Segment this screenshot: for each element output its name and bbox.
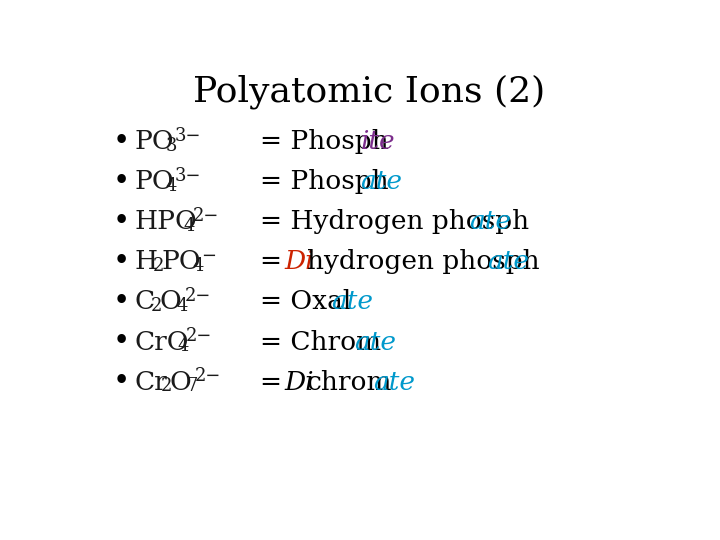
Text: •: • <box>112 368 130 396</box>
Text: 2−: 2− <box>186 327 212 345</box>
Text: •: • <box>112 168 130 196</box>
Text: ate: ate <box>469 210 511 234</box>
Text: PO: PO <box>162 249 202 274</box>
Text: Cr: Cr <box>135 369 168 395</box>
Text: •: • <box>112 288 130 316</box>
Text: HPO: HPO <box>135 210 198 234</box>
Text: =: = <box>261 369 291 395</box>
Text: PO: PO <box>135 129 174 154</box>
Text: ate: ate <box>360 170 402 194</box>
Text: •: • <box>112 248 130 276</box>
Text: ate: ate <box>354 329 397 354</box>
Text: = Hydrogen phosph: = Hydrogen phosph <box>261 210 530 234</box>
Text: 7: 7 <box>186 377 197 395</box>
Text: 2−: 2− <box>195 367 221 385</box>
Text: ite: ite <box>360 129 395 154</box>
Text: 4: 4 <box>166 177 177 195</box>
Text: =: = <box>261 249 291 274</box>
Text: 2−: 2− <box>192 207 219 225</box>
Text: •: • <box>112 128 130 156</box>
Text: •: • <box>112 208 130 236</box>
Text: O: O <box>159 289 181 314</box>
Text: 2: 2 <box>153 256 164 275</box>
Text: −: − <box>201 247 216 265</box>
Text: chrom: chrom <box>307 369 392 395</box>
Text: = Phosph: = Phosph <box>261 129 389 154</box>
Text: 4: 4 <box>184 217 195 235</box>
Text: 4: 4 <box>176 297 188 315</box>
Text: 2−: 2− <box>185 287 212 305</box>
Text: = Chrom: = Chrom <box>261 329 382 354</box>
Text: O: O <box>169 369 191 395</box>
Text: hydrogen phosph: hydrogen phosph <box>307 249 539 274</box>
Text: ate: ate <box>331 289 373 314</box>
Text: C: C <box>135 289 155 314</box>
Text: H: H <box>135 249 158 274</box>
Text: Di: Di <box>284 369 313 395</box>
Text: 3−: 3− <box>174 167 201 185</box>
Text: PO: PO <box>135 170 174 194</box>
Text: •: • <box>112 328 130 356</box>
Text: Polyatomic Ions (2): Polyatomic Ions (2) <box>193 75 545 109</box>
Text: 2: 2 <box>150 297 162 315</box>
Text: = Phosph: = Phosph <box>261 170 389 194</box>
Text: Di: Di <box>284 249 313 274</box>
Text: CrO: CrO <box>135 329 189 354</box>
Text: 4: 4 <box>192 256 204 275</box>
Text: ate: ate <box>487 249 529 274</box>
Text: 3−: 3− <box>174 127 201 145</box>
Text: 2: 2 <box>161 377 171 395</box>
Text: ate: ate <box>373 369 415 395</box>
Text: 4: 4 <box>177 337 189 355</box>
Text: = Oxal: = Oxal <box>261 289 352 314</box>
Text: 3: 3 <box>166 137 177 154</box>
